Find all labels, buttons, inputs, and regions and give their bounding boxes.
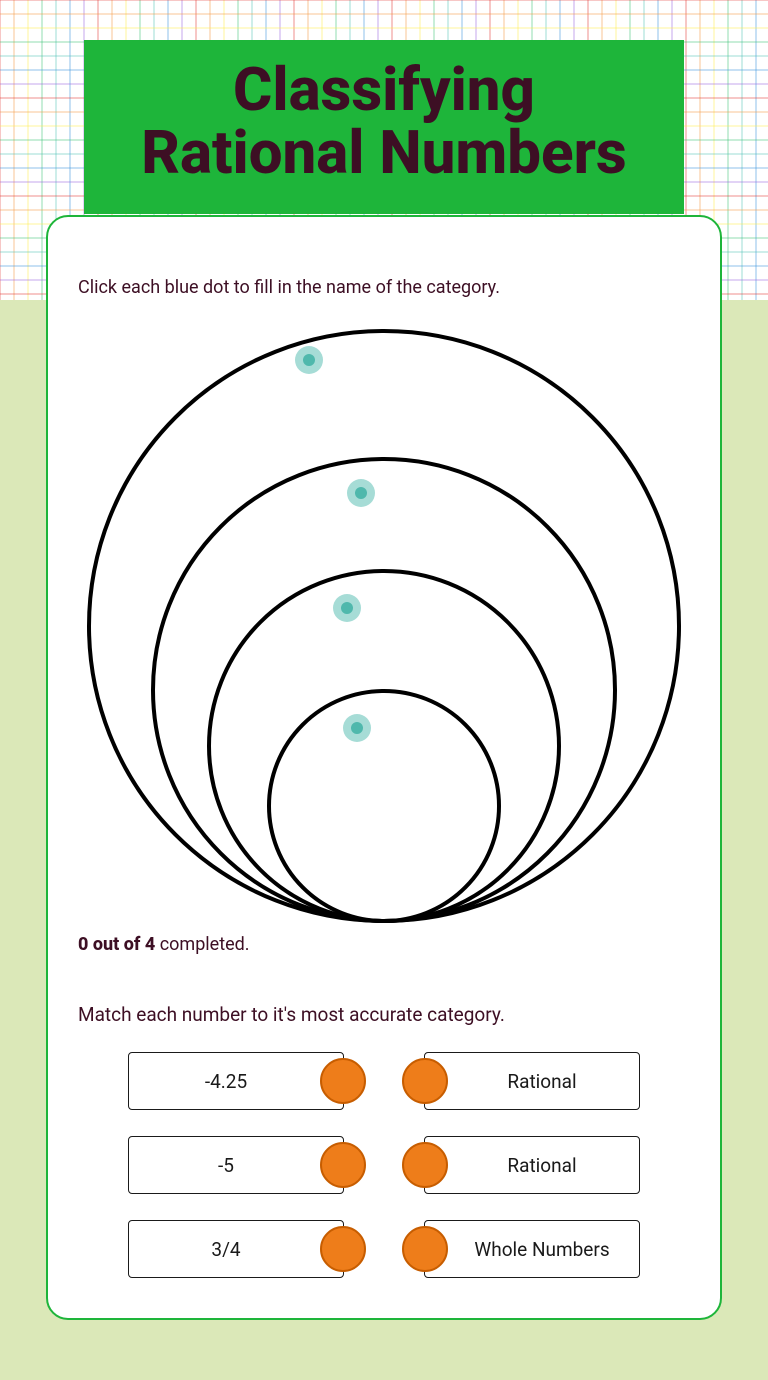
progress-text: 0 out of 4 completed. — [78, 934, 690, 955]
match-left-item: 3/4 — [128, 1220, 344, 1278]
match-right-item: Whole Numbers — [424, 1220, 640, 1278]
match-right-item: Rational — [424, 1136, 640, 1194]
match-grid: -4.25 Rational -5 Rational 3/4 Whole Numbers — [78, 1052, 690, 1278]
category-dot-3[interactable] — [333, 594, 361, 622]
match-handle-right[interactable] — [402, 1142, 448, 1188]
match-left-label: -5 — [218, 1154, 234, 1177]
match-left-item: -4.25 — [128, 1052, 344, 1110]
match-right-item: Rational — [424, 1052, 640, 1110]
category-dot-1[interactable] — [295, 346, 323, 374]
match-left-label: 3/4 — [211, 1238, 240, 1261]
nested-circles-diagram — [79, 326, 689, 926]
match-handle-left[interactable] — [320, 1142, 366, 1188]
match-handle-left[interactable] — [320, 1226, 366, 1272]
match-right-label: Rational — [507, 1154, 576, 1177]
page-title: Classifying Rational Numbers — [106, 58, 662, 184]
title-line-2: Rational Numbers — [141, 117, 626, 188]
match-handle-left[interactable] — [320, 1058, 366, 1104]
progress-count: 0 out of 4 — [78, 934, 155, 955]
title-line-1: Classifying — [233, 54, 535, 125]
match-left-label: -4.25 — [205, 1070, 247, 1093]
section2-instruction: Match each number to it's most accurate … — [78, 1003, 690, 1026]
match-right-label: Whole Numbers — [474, 1238, 609, 1261]
match-handle-right[interactable] — [402, 1226, 448, 1272]
section1-instruction: Click each blue dot to fill in the name … — [78, 277, 690, 298]
match-right-label: Rational — [507, 1070, 576, 1093]
category-dot-2[interactable] — [347, 479, 375, 507]
progress-suffix: completed. — [155, 934, 249, 955]
worksheet-card: Click each blue dot to fill in the name … — [46, 215, 722, 1320]
match-handle-right[interactable] — [402, 1058, 448, 1104]
match-left-item: -5 — [128, 1136, 344, 1194]
title-banner: Classifying Rational Numbers — [84, 40, 684, 214]
category-dot-4[interactable] — [343, 714, 371, 742]
